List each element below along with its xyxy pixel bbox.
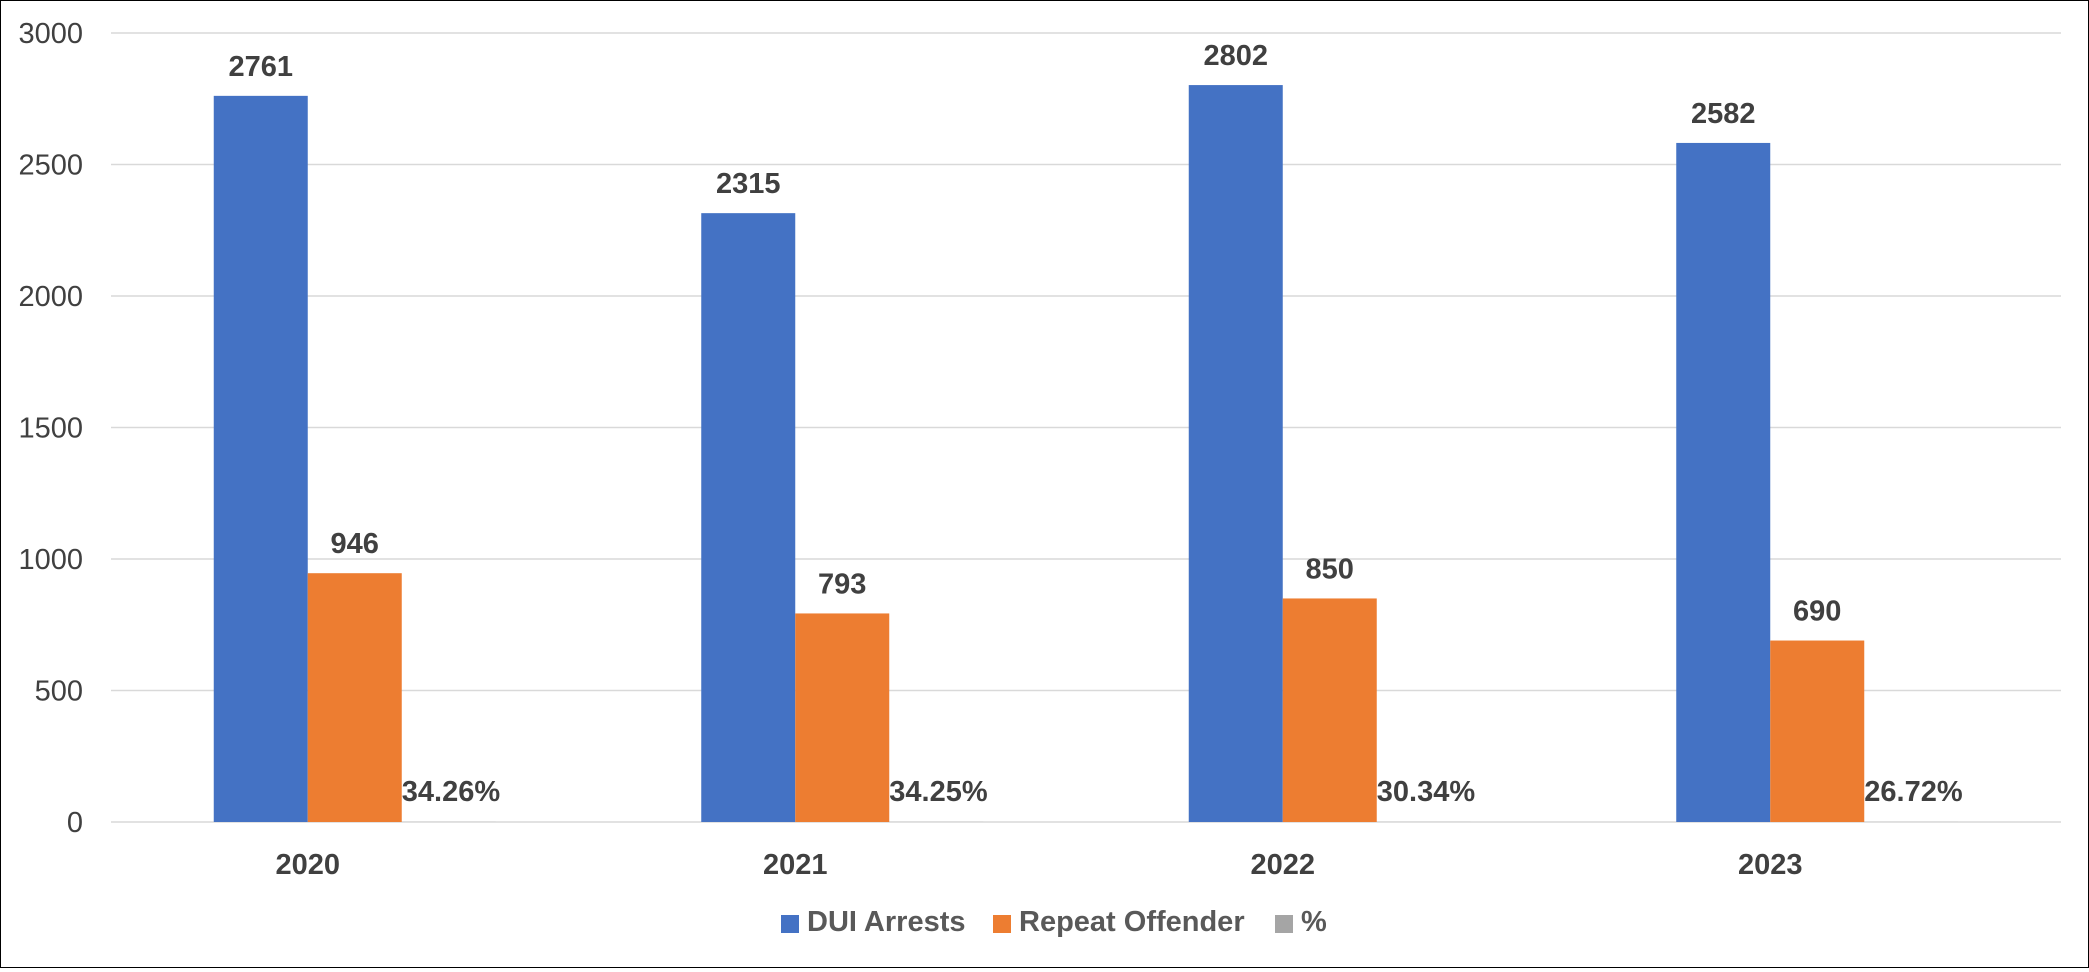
bars: [214, 85, 1959, 822]
data-label-repeat-offender-2020: 946: [331, 528, 379, 560]
data-label-pct-2023: 26.72%: [1864, 776, 1963, 808]
bar-repeat-offender-2022: [1283, 598, 1377, 822]
y-tick-label: 2000: [18, 281, 83, 313]
data-label-dui-arrests-2020: 2761: [228, 51, 293, 83]
legend-label-dui-arrests: DUI Arrests: [807, 906, 965, 938]
y-tick-label: 1000: [18, 544, 83, 576]
legend-swatch-dui-arrests: [781, 915, 799, 933]
data-label-pct-2020: 34.26%: [402, 776, 501, 808]
x-category-label: 2021: [763, 849, 828, 881]
bar-dui-arrests-2020: [214, 96, 308, 822]
y-tick-label: 1500: [18, 413, 83, 445]
legend-swatch-repeat-offender: [993, 915, 1011, 933]
x-axis-categories: 2020 2021 2022 2023: [275, 849, 1802, 881]
data-label-pct-2022: 30.34%: [1377, 776, 1476, 808]
legend-swatch-pct: [1275, 915, 1293, 933]
legend: DUI Arrests Repeat Offender%: [781, 906, 1327, 938]
y-tick-label: 500: [35, 676, 83, 708]
bar-dui-arrests-2023: [1676, 143, 1770, 822]
data-label-dui-arrests-2023: 2582: [1691, 98, 1756, 130]
bar-repeat-offender-2020: [308, 573, 402, 822]
y-tick-label: 2500: [18, 150, 83, 182]
bar-repeat-offender-2021: [795, 613, 889, 822]
x-category-label: 2023: [1738, 849, 1803, 881]
y-tick-label: 3000: [18, 18, 83, 50]
data-label-pct-2021: 34.25%: [889, 776, 988, 808]
bar-repeat-offender-2023: [1770, 641, 1864, 822]
legend-label-repeat-offender: Repeat Offender: [1019, 906, 1245, 938]
x-category-label: 2020: [275, 849, 340, 881]
x-category-label: 2022: [1250, 849, 1315, 881]
data-label-repeat-offender-2023: 690: [1793, 596, 1841, 628]
y-axis-ticks: 0 500 1000 1500 2000 2500 3000: [18, 18, 83, 839]
data-label-dui-arrests-2021: 2315: [716, 168, 781, 200]
bar-dui-arrests-2021: [701, 213, 795, 822]
bar-dui-arrests-2022: [1189, 85, 1283, 822]
data-label-dui-arrests-2022: 2802: [1203, 40, 1268, 72]
y-tick-label: 0: [67, 807, 83, 839]
data-label-repeat-offender-2021: 793: [818, 568, 866, 600]
legend-label-pct: %: [1301, 906, 1327, 938]
data-label-repeat-offender-2022: 850: [1306, 553, 1354, 585]
